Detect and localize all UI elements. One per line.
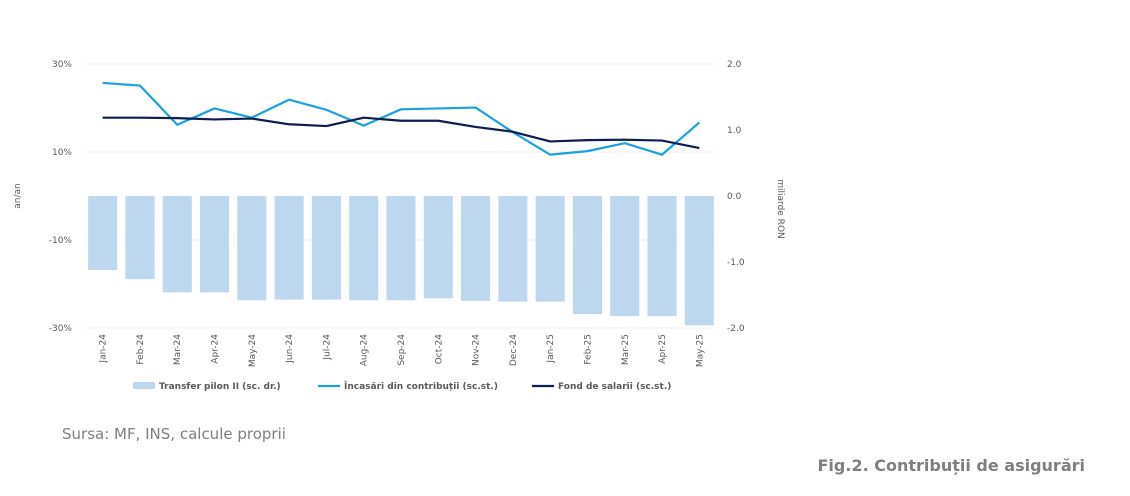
left-tick-label: -10% — [49, 236, 73, 246]
x-tick-label: Nov-24 — [472, 334, 482, 366]
bar-transfer-pilon-ii — [274, 196, 304, 300]
x-tick-label: Jan-24 — [99, 334, 109, 364]
x-tick-label: Jan-25 — [546, 334, 556, 364]
bar-transfer-pilon-ii — [498, 196, 528, 302]
left-tick-label: 30% — [52, 60, 72, 70]
left-axis-title: an/an — [13, 183, 23, 208]
bar-transfer-pilon-ii — [610, 196, 640, 317]
left-tick-label: 10% — [52, 148, 72, 158]
bar-transfer-pilon-ii — [386, 196, 416, 301]
line-fond-salarii — [102, 116, 700, 150]
x-tick-label: Apr-25 — [658, 334, 668, 364]
bar-transfer-pilon-ii — [461, 196, 491, 301]
chart-svg: 30% 10% -10% -30% 2.0 1.0 0.0 -1.0 -2.0 Jan-24 F… — [13, 60, 785, 392]
x-tick-label: Mar-24 — [173, 334, 183, 365]
x-tick-label: Oct-24 — [434, 334, 444, 365]
x-tick-label: Feb-25 — [583, 334, 593, 365]
legend-label: Fond de salarii (sc.st.) — [558, 382, 671, 392]
x-tick-label: May-24 — [248, 334, 258, 367]
x-tick-label: Sep-24 — [397, 334, 407, 366]
left-tick-label: -30% — [49, 324, 73, 334]
right-tick-label: -2.0 — [727, 324, 745, 334]
bar-transfer-pilon-ii — [125, 196, 155, 280]
right-tick-label: 0.0 — [727, 192, 742, 202]
bar-transfer-pilon-ii — [162, 196, 192, 293]
x-tick-label: Aug-24 — [360, 334, 370, 367]
right-axis-title: miliarde RON — [775, 179, 785, 239]
bar-transfer-pilon-ii — [237, 196, 267, 301]
bar-transfer-pilon-ii — [88, 196, 118, 270]
bar-transfer-pilon-ii — [349, 196, 379, 301]
line-series — [102, 81, 701, 156]
x-tick-label: Mar-25 — [621, 334, 631, 365]
line-incasari-contributii — [102, 81, 701, 156]
source-note: Sursa: MF, INS, calcule proprii — [62, 425, 286, 443]
right-axis-ticks: 2.0 1.0 0.0 -1.0 -2.0 — [727, 60, 745, 334]
legend-swatch-bar — [133, 382, 155, 389]
x-tick-label: May-25 — [695, 334, 705, 367]
x-tick-label: Jun-24 — [285, 334, 295, 364]
figure-title: Fig.2. Contribuții de asigurări — [817, 456, 1086, 475]
bar-transfer-pilon-ii — [199, 196, 230, 293]
bar-transfer-pilon-ii — [684, 196, 714, 326]
left-axis-ticks: 30% 10% -10% -30% — [49, 60, 73, 334]
x-tick-label: Apr-24 — [211, 334, 221, 364]
bar-transfer-pilon-ii — [647, 196, 677, 317]
x-tick-label: Feb-24 — [136, 334, 146, 365]
legend: Transfer pilon II (sc. dr.) Încasări din … — [133, 380, 671, 392]
right-tick-label: -1.0 — [727, 258, 745, 268]
right-tick-label: 1.0 — [727, 126, 742, 136]
bar-series — [88, 196, 714, 326]
legend-label: Transfer pilon II (sc. dr.) — [159, 382, 281, 392]
bar-transfer-pilon-ii — [423, 196, 453, 299]
legend-label: Încasări din contribuții (sc.st.) — [344, 380, 498, 392]
x-tick-label: Dec-24 — [509, 334, 519, 366]
bar-transfer-pilon-ii — [311, 196, 341, 300]
x-axis-ticks: Jan-24 Feb-24 Mar-24 Apr-24 May-24 Jun-24 Jul-… — [99, 334, 706, 367]
x-tick-label: Jul-24 — [322, 334, 332, 361]
bar-transfer-pilon-ii — [572, 196, 603, 315]
right-tick-label: 2.0 — [727, 60, 742, 70]
bar-transfer-pilon-ii — [535, 196, 565, 302]
